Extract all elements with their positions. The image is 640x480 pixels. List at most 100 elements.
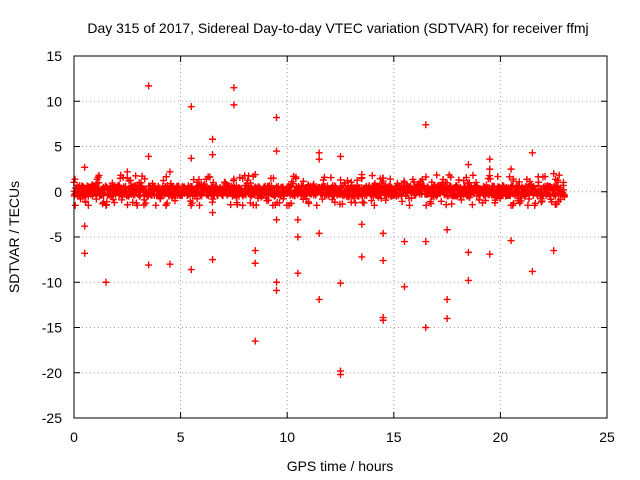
data-point — [227, 201, 235, 209]
data-point — [152, 201, 160, 209]
data-point — [337, 279, 344, 287]
data-point — [437, 197, 445, 205]
data-point — [464, 276, 472, 284]
chart-title: Day 315 of 2017, Sidereal Day-to-day VTE… — [87, 20, 588, 36]
data-point — [81, 222, 89, 230]
data-point — [353, 176, 361, 184]
data-point — [507, 237, 515, 245]
data-point — [206, 173, 214, 181]
data-point — [465, 179, 473, 187]
data-point — [71, 201, 79, 209]
data-point — [351, 199, 359, 207]
data-point — [269, 174, 277, 182]
data-point — [315, 149, 323, 157]
data-point — [102, 278, 110, 286]
y-axis-label: SDTVAR / TECUs — [6, 181, 22, 293]
data-point — [337, 176, 345, 184]
data-point — [315, 295, 323, 303]
data-point — [517, 197, 525, 205]
data-point — [443, 179, 451, 187]
x-tick-label: 25 — [599, 429, 615, 445]
data-point — [141, 175, 149, 183]
data-point — [230, 101, 238, 109]
data-point — [122, 188, 130, 196]
data-point — [305, 199, 313, 207]
data-point — [443, 314, 451, 322]
data-point — [457, 196, 465, 204]
data-point — [159, 177, 167, 185]
y-tick-label: 15 — [46, 48, 62, 64]
data-point — [273, 286, 281, 294]
data-point — [115, 182, 123, 190]
data-point — [358, 253, 366, 261]
data-point — [331, 198, 339, 206]
data-point — [251, 259, 259, 267]
data-point — [163, 199, 171, 207]
data-point — [550, 191, 558, 199]
data-point — [398, 197, 406, 205]
data-point — [289, 180, 297, 188]
data-point — [432, 192, 440, 200]
data-point — [166, 260, 174, 268]
data-point — [294, 269, 302, 277]
y-tick-label: 5 — [54, 139, 62, 155]
data-point — [142, 199, 150, 207]
data-point — [422, 173, 430, 181]
data-point — [188, 199, 196, 207]
data-point — [209, 256, 217, 264]
data-point — [360, 199, 368, 207]
data-point — [358, 220, 366, 228]
y-tick-label: 10 — [46, 93, 62, 109]
data-point — [337, 371, 344, 379]
data-point — [251, 171, 259, 179]
data-point — [127, 176, 135, 184]
data-point — [273, 114, 281, 122]
data-point — [507, 165, 515, 173]
data-point — [123, 201, 131, 209]
data-point — [110, 199, 118, 207]
data-point — [494, 173, 502, 181]
data-point — [427, 200, 435, 208]
data-point — [167, 179, 175, 187]
data-point — [405, 201, 413, 209]
data-point — [162, 173, 170, 181]
x-axis-label: GPS time / hours — [287, 458, 394, 474]
data-point — [209, 135, 217, 143]
data-point — [187, 266, 195, 274]
data-point — [294, 216, 302, 224]
data-point — [123, 168, 131, 176]
data-point — [209, 209, 217, 217]
data-point — [292, 175, 300, 183]
data-point — [108, 179, 116, 187]
data-point — [268, 182, 276, 190]
data-point — [531, 199, 539, 207]
data-point — [400, 238, 408, 246]
data-point — [171, 197, 179, 205]
data-point — [528, 149, 536, 157]
data-point — [338, 200, 346, 208]
data-point — [456, 183, 464, 191]
data-point — [251, 337, 259, 345]
data-point — [347, 178, 355, 186]
data-point — [447, 173, 455, 181]
data-point — [251, 247, 259, 255]
data-point — [264, 196, 272, 204]
data-point — [273, 216, 281, 224]
data-point — [315, 155, 323, 163]
data-point — [548, 198, 556, 206]
data-point — [379, 316, 387, 324]
data-point — [422, 201, 430, 209]
x-tick-label: 5 — [177, 429, 185, 445]
data-point — [209, 178, 217, 186]
data-point — [486, 250, 494, 258]
data-point — [556, 195, 564, 203]
data-point — [299, 177, 307, 185]
data-point — [448, 200, 456, 208]
data-point — [555, 171, 563, 179]
data-point — [337, 152, 344, 160]
data-point — [294, 233, 302, 241]
data-point — [428, 178, 436, 186]
x-tick-label: 10 — [279, 429, 295, 445]
data-point — [187, 154, 195, 162]
data-point — [464, 161, 472, 169]
